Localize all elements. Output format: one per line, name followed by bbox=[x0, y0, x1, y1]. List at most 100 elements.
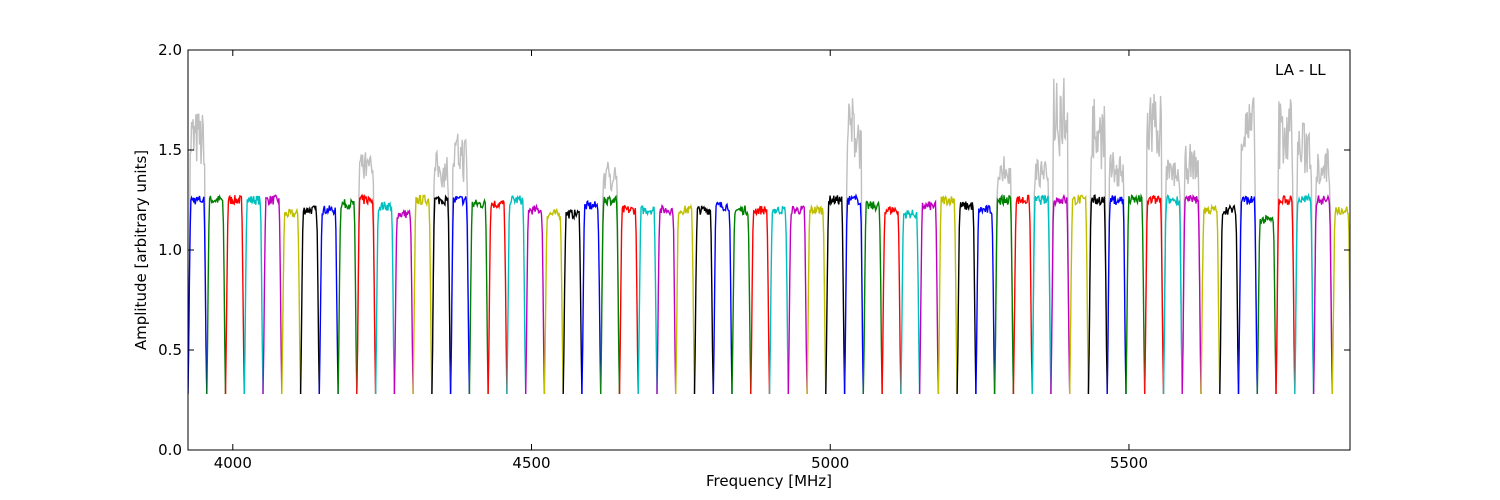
band-trace bbox=[918, 199, 940, 395]
band-trace bbox=[937, 195, 958, 395]
band-trace bbox=[1219, 203, 1240, 395]
raw-band-trace bbox=[1237, 97, 1258, 395]
band-trace bbox=[750, 205, 771, 395]
x-tick-label: 5500 bbox=[1110, 454, 1148, 472]
band-trace bbox=[1069, 193, 1090, 395]
band-trace bbox=[468, 197, 489, 395]
series-layer bbox=[188, 46, 1445, 395]
plot-annotation: LA - LL bbox=[1275, 61, 1326, 79]
band-trace bbox=[393, 208, 414, 395]
raw-band-trace bbox=[356, 152, 377, 395]
raw-band-trace bbox=[1031, 158, 1052, 395]
band-trace bbox=[224, 194, 245, 395]
raw-band-trace bbox=[1407, 161, 1426, 395]
x-axis-label: Frequency [MHz] bbox=[706, 472, 832, 490]
y-tick-label: 1.0 bbox=[158, 241, 182, 259]
band-trace bbox=[1407, 195, 1426, 394]
band-trace bbox=[1331, 206, 1350, 395]
raw-band-trace bbox=[1106, 152, 1127, 395]
band-trace bbox=[1256, 214, 1277, 395]
y-tick-label: 0.0 bbox=[158, 441, 182, 459]
band-trace bbox=[1237, 195, 1258, 395]
band-trace bbox=[768, 205, 789, 395]
raw-band-trace bbox=[431, 149, 452, 395]
band-trace bbox=[1125, 193, 1146, 395]
band-trace bbox=[1351, 195, 1370, 394]
band-trace bbox=[281, 207, 302, 395]
band-trace bbox=[843, 192, 864, 395]
band-trace bbox=[1031, 194, 1052, 395]
band-trace bbox=[356, 193, 377, 395]
band-trace bbox=[318, 205, 339, 395]
band-trace bbox=[1370, 196, 1389, 394]
band-trace bbox=[675, 203, 696, 395]
band-trace bbox=[206, 193, 227, 395]
band-trace bbox=[656, 204, 677, 395]
band-trace bbox=[412, 194, 433, 395]
band-trace bbox=[188, 195, 208, 395]
band-trace bbox=[618, 204, 639, 395]
band-trace bbox=[1312, 194, 1333, 395]
band-trace bbox=[600, 194, 621, 395]
band-trace bbox=[243, 195, 264, 395]
band-trace bbox=[1050, 193, 1071, 395]
x-tick-label: 4000 bbox=[214, 454, 252, 472]
raw-band-trace bbox=[1162, 159, 1183, 395]
y-tick-label: 0.5 bbox=[158, 341, 182, 359]
band-trace bbox=[1200, 203, 1221, 395]
band-trace bbox=[337, 197, 358, 395]
band-trace bbox=[1106, 195, 1127, 395]
raw-band-trace bbox=[1144, 93, 1165, 395]
band-trace bbox=[506, 195, 527, 395]
band-trace bbox=[712, 201, 733, 395]
band-trace bbox=[1087, 194, 1108, 395]
raw-band-trace bbox=[449, 133, 471, 395]
x-tick-label: 4500 bbox=[512, 454, 550, 472]
band-trace bbox=[262, 194, 283, 395]
band-trace bbox=[1144, 194, 1165, 395]
band-trace bbox=[881, 206, 902, 395]
band-trace bbox=[975, 204, 996, 395]
y-tick-label: 2.0 bbox=[158, 41, 182, 59]
band-trace bbox=[581, 199, 602, 395]
band-trace bbox=[449, 195, 471, 395]
band-trace bbox=[900, 209, 921, 395]
ticks-layer: 4000 4500 5000 5500 0.0 0.5 1.0 1.5 2.0 bbox=[158, 41, 1350, 472]
band-trace bbox=[431, 194, 452, 395]
band-trace bbox=[562, 209, 583, 395]
band-trace bbox=[1294, 192, 1315, 395]
raw-band-trace bbox=[600, 161, 621, 395]
band-trace bbox=[1162, 194, 1183, 395]
raw-band-trace bbox=[1275, 99, 1296, 395]
band-trace bbox=[299, 205, 320, 395]
y-tick-label: 1.5 bbox=[158, 141, 182, 159]
y-axis-label: Amplitude [arbitrary units] bbox=[132, 150, 150, 350]
band-trace bbox=[731, 205, 752, 395]
raw-band-trace bbox=[188, 113, 208, 395]
raw-band-trace bbox=[843, 98, 864, 395]
band-trace bbox=[1181, 193, 1202, 395]
band-trace bbox=[993, 193, 1015, 395]
band-trace bbox=[525, 203, 546, 395]
raw-band-trace bbox=[1312, 148, 1333, 395]
raw-band-trace bbox=[1181, 143, 1202, 395]
raw-band-trace bbox=[1294, 122, 1315, 395]
raw-band-trace bbox=[1087, 98, 1108, 395]
band-trace bbox=[543, 207, 564, 395]
band-trace bbox=[825, 195, 846, 395]
band-trace bbox=[1012, 194, 1033, 395]
band-trace bbox=[806, 204, 827, 395]
band-trace bbox=[1426, 195, 1445, 394]
raw-band-trace bbox=[1426, 46, 1445, 394]
x-tick-label: 5000 bbox=[811, 454, 849, 472]
band-trace bbox=[1275, 194, 1296, 395]
band-trace bbox=[787, 205, 808, 395]
raw-band-trace bbox=[1050, 77, 1071, 395]
band-trace bbox=[1389, 201, 1408, 394]
band-trace bbox=[693, 205, 714, 395]
band-trace bbox=[487, 200, 508, 395]
raw-band-trace bbox=[993, 156, 1015, 395]
band-trace bbox=[374, 201, 396, 395]
